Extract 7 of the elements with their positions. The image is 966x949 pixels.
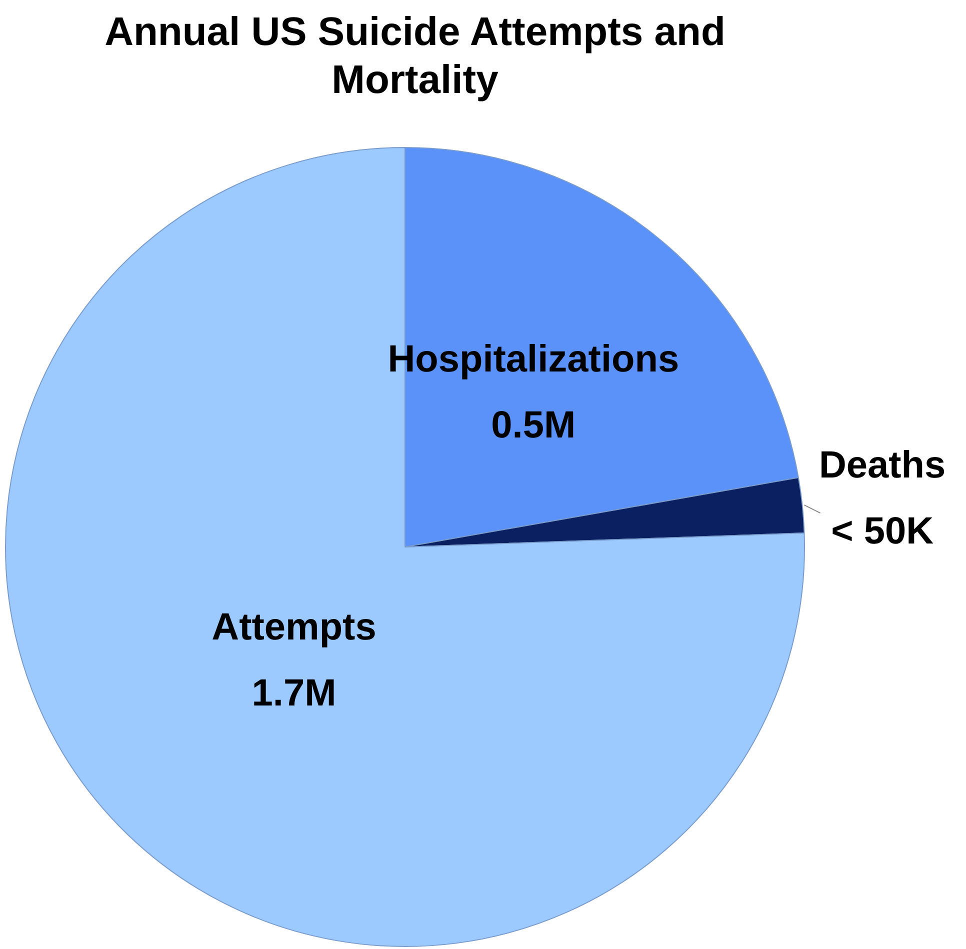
slice-label: Hospitalizations	[388, 338, 680, 380]
data-label: < 50K	[831, 510, 934, 553]
data-label: 1.7M	[252, 672, 336, 714]
data-label: 0.5M	[491, 404, 576, 446]
slice-label: Attempts	[212, 606, 376, 648]
slice-label: Deaths	[818, 444, 946, 487]
chart-title: Annual US Suicide Attempts and Mortality	[104, 9, 726, 104]
